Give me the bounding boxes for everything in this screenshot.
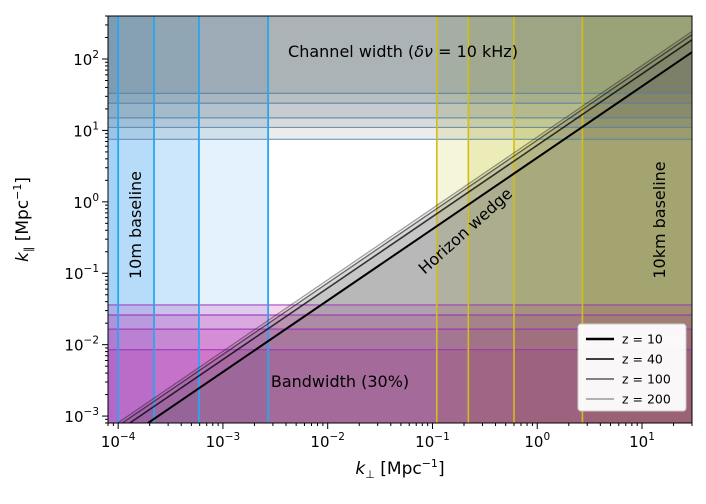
plot-frame bbox=[107, 15, 693, 424]
wedge-line bbox=[116, 31, 692, 423]
y-tick-label: 10−1 bbox=[64, 263, 99, 283]
axis-ticks: 10−4 10−3 10−2 10−1 100 10110−310−210−1100101… bbox=[64, 15, 693, 451]
long-baseline-annotation: 10km baseline bbox=[650, 161, 669, 278]
legend-label: z = 10 bbox=[622, 332, 663, 347]
x-axis-label: k⊥ [Mpc−1] bbox=[355, 457, 444, 481]
wedge-line bbox=[146, 51, 692, 423]
x-tick-label: 100 bbox=[524, 431, 550, 451]
y-axis-label: k∥ [Mpc−1] bbox=[11, 177, 35, 262]
channel-width-region bbox=[108, 16, 692, 104]
wedge-line bbox=[128, 39, 692, 423]
x-tick-label: 10−4 bbox=[101, 431, 136, 451]
legend: z = 10 z = 40 z = 100 z = 200 bbox=[577, 323, 687, 412]
y-tick-label: 101 bbox=[73, 120, 99, 140]
legend-label: z = 40 bbox=[622, 352, 663, 367]
y-tick-label: 10−3 bbox=[64, 406, 99, 426]
short-baseline-region bbox=[108, 16, 269, 423]
channel-width-region bbox=[108, 16, 692, 94]
legend-box bbox=[577, 323, 687, 412]
short-baseline-region bbox=[108, 16, 119, 423]
x-tick-label: 10−2 bbox=[310, 431, 345, 451]
y-tick-label: 100 bbox=[73, 192, 99, 212]
legend-label: z = 100 bbox=[622, 372, 671, 387]
legend-label: z = 200 bbox=[622, 392, 671, 407]
bandwidth-annotation: Bandwidth (30%) bbox=[271, 372, 409, 391]
y-tick-label: 10−2 bbox=[64, 335, 99, 355]
horizon-wedge-region bbox=[108, 31, 692, 423]
channel-width-annotation: Channel width (δν = 10 kHz) bbox=[288, 42, 518, 61]
channel-width-region bbox=[108, 16, 692, 128]
horizon-wedge-region bbox=[108, 34, 692, 423]
y-tick-label: 102 bbox=[73, 49, 99, 69]
short-baseline-annotation: 10m baseline bbox=[126, 171, 145, 279]
x-tick-label: 10−1 bbox=[415, 431, 450, 451]
plot-area bbox=[108, 16, 692, 423]
wedge-line bbox=[121, 34, 692, 423]
horizon-wedge-region bbox=[108, 39, 692, 423]
horizon-wedge-region bbox=[108, 52, 692, 423]
short-baseline-region bbox=[108, 16, 155, 423]
x-tick-label: 101 bbox=[629, 431, 655, 451]
x-tick-label: 10−3 bbox=[206, 431, 241, 451]
